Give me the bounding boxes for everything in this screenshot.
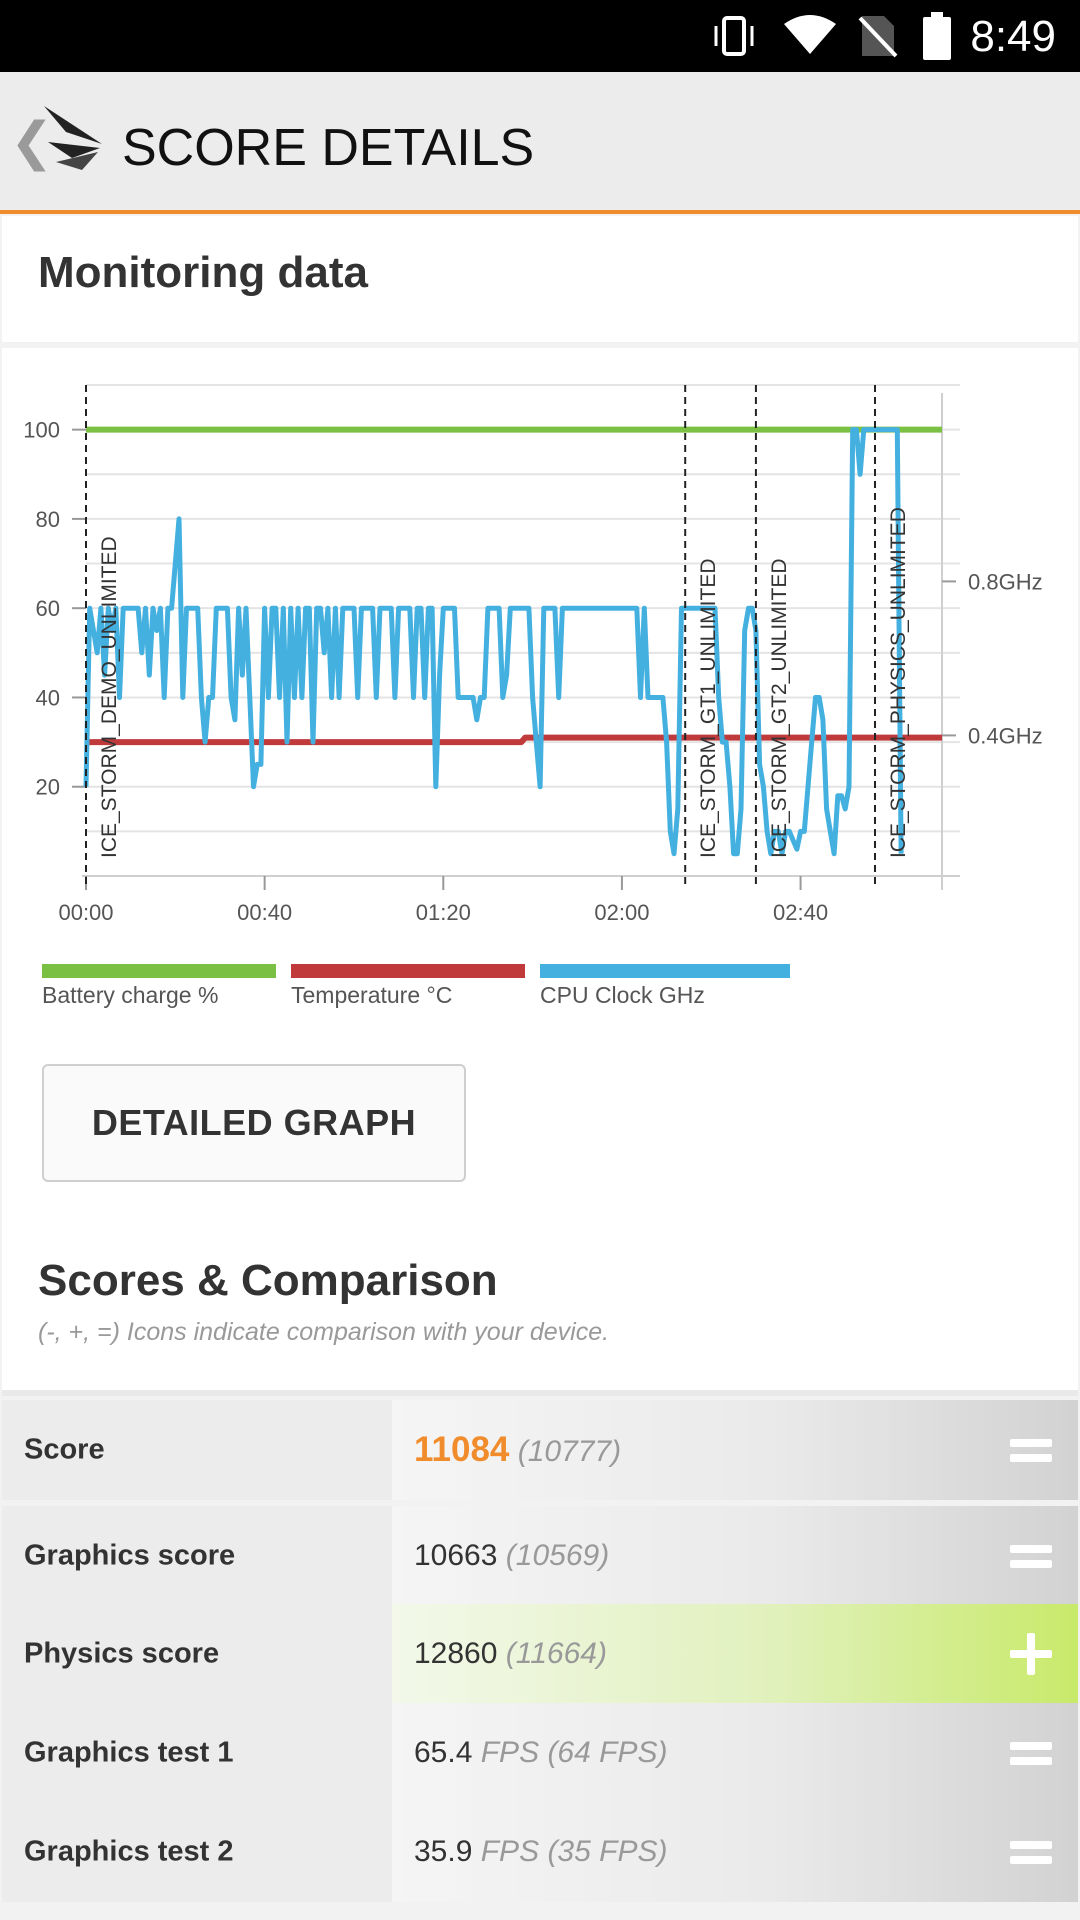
score-label-cell: Graphics score — [2, 1506, 392, 1606]
score-label-cell: Graphics test 1 — [2, 1703, 392, 1803]
test-marker-label: ICE_STORM_DEMO_UNLIMITED — [98, 536, 121, 858]
score-value-text: 10663 (10569) — [414, 1539, 609, 1573]
detailed-graph-button[interactable]: DETAILED GRAPH — [42, 1064, 466, 1182]
status-bar: 8:49 — [0, 0, 1080, 72]
score-value-cell: 10663 (10569) — [392, 1506, 1078, 1606]
scores-subtitle: (-, +, =) Icons indicate comparison with… — [38, 1318, 610, 1346]
score-label-cell: Score — [2, 1400, 392, 1500]
score-comparison: (64 FPS) — [547, 1736, 668, 1769]
y-tick-label: 40 — [36, 685, 60, 710]
score-value-cell: 35.9 FPS (35 FPS) — [392, 1802, 1078, 1902]
score-value: 12860 — [414, 1637, 498, 1670]
score-comparison: (10777) — [517, 1435, 622, 1468]
score-comparison: (11664) — [505, 1637, 607, 1670]
score-value-cell: 12860 (11664) — [392, 1604, 1078, 1704]
monitoring-header: Monitoring data — [2, 216, 1078, 342]
battery-icon — [923, 12, 951, 60]
score-label: Physics score — [24, 1637, 220, 1670]
legend-swatch-temperature — [291, 964, 525, 978]
cpu-clock-series-line — [83, 427, 904, 857]
clock: 8:49 — [970, 12, 1056, 61]
plus-icon — [1010, 1633, 1052, 1675]
score-value-text: 35.9 FPS (35 FPS) — [414, 1835, 667, 1869]
legend-swatch-battery — [42, 964, 276, 978]
score-row[interactable]: Graphics test 2 35.9 FPS (35 FPS) — [2, 1802, 1078, 1902]
score-value-cell: 65.4 FPS (64 FPS) — [392, 1703, 1078, 1803]
x-tick-label: 00:40 — [237, 900, 292, 925]
y-right-tick-label: 0.8GHz — [968, 569, 1043, 594]
legend-label-cpu: CPU Clock GHz — [540, 982, 705, 1008]
score-value: 11084 — [414, 1430, 510, 1469]
equal-icon — [1010, 1545, 1052, 1568]
scores-title: Scores & Comparison — [38, 1256, 498, 1305]
score-row[interactable]: Physics score 12860 (11664) — [2, 1604, 1078, 1704]
score-label: Graphics test 2 — [24, 1835, 234, 1868]
score-label: Graphics test 1 — [24, 1736, 234, 1769]
x-tick-label: 01:20 — [416, 900, 471, 925]
app-bar: ❮ SCORE DETAILS — [0, 72, 1080, 210]
monitoring-chart[interactable]: 20 40 60 80 100 0.4GHz 0.8GHz 00:00 00:40 01:20 02… — [0, 370, 1080, 940]
score-unit: FPS — [480, 1835, 540, 1868]
score-value-text: 11084 (10777) — [414, 1430, 621, 1470]
score-row[interactable]: Graphics score 10663 (10569) — [2, 1506, 1078, 1606]
score-unit: FPS — [480, 1736, 540, 1769]
no-sim-icon — [858, 16, 898, 58]
score-comparison: (10569) — [505, 1539, 610, 1572]
test-marker-label: ICE_STORM_PHYSICS_UNLIMITED — [887, 507, 910, 858]
score-label-cell: Graphics test 2 — [2, 1802, 392, 1902]
legend-swatch-cpu — [540, 964, 790, 978]
equal-icon — [1010, 1841, 1052, 1864]
legend-label-temperature: Temperature °C — [291, 982, 453, 1008]
y-tick-label: 20 — [36, 775, 60, 800]
x-tick-label: 02:00 — [594, 900, 649, 925]
section-title: Monitoring data — [38, 248, 368, 297]
score-label: Score — [24, 1433, 105, 1466]
y-tick-label: 60 — [36, 596, 60, 621]
test-marker-label: ICE_STORM_GT2_UNLIMITED — [768, 558, 791, 858]
y-tick-label: 80 — [36, 507, 60, 532]
x-tick-label: 02:40 — [773, 900, 828, 925]
3dmark-logo-icon[interactable] — [42, 102, 104, 174]
score-comparison: (35 FPS) — [547, 1835, 668, 1868]
score-value: 35.9 — [414, 1835, 473, 1868]
test-marker-label: ICE_STORM_GT1_UNLIMITED — [697, 558, 720, 858]
score-row[interactable]: Graphics test 1 65.4 FPS (64 FPS) — [2, 1703, 1078, 1803]
score-value-cell: 11084 (10777) — [392, 1400, 1078, 1500]
y-tick-label: 100 — [23, 418, 60, 443]
score-row[interactable]: Score 11084 (10777) — [2, 1400, 1078, 1500]
wifi-icon — [784, 15, 836, 54]
y-right-tick-label: 0.4GHz — [968, 723, 1043, 748]
equal-icon — [1010, 1742, 1052, 1765]
x-tick-label: 00:00 — [58, 900, 113, 925]
divider — [2, 1390, 1078, 1396]
score-value-text: 65.4 FPS (64 FPS) — [414, 1736, 667, 1770]
vibrate-icon — [714, 16, 754, 56]
header-accent-line — [0, 210, 1080, 214]
chevron-left-icon[interactable]: ❮ — [10, 113, 54, 171]
score-label-cell: Physics score — [2, 1604, 392, 1704]
equal-icon — [1010, 1439, 1052, 1462]
page-title: SCORE DETAILS — [122, 119, 535, 177]
temperature-series-line — [86, 734, 942, 746]
score-label: Graphics score — [24, 1539, 236, 1572]
score-value-text: 12860 (11664) — [414, 1637, 607, 1671]
score-value: 65.4 — [414, 1736, 473, 1769]
score-value: 10663 — [414, 1539, 498, 1572]
legend-label-battery: Battery charge % — [42, 982, 219, 1008]
